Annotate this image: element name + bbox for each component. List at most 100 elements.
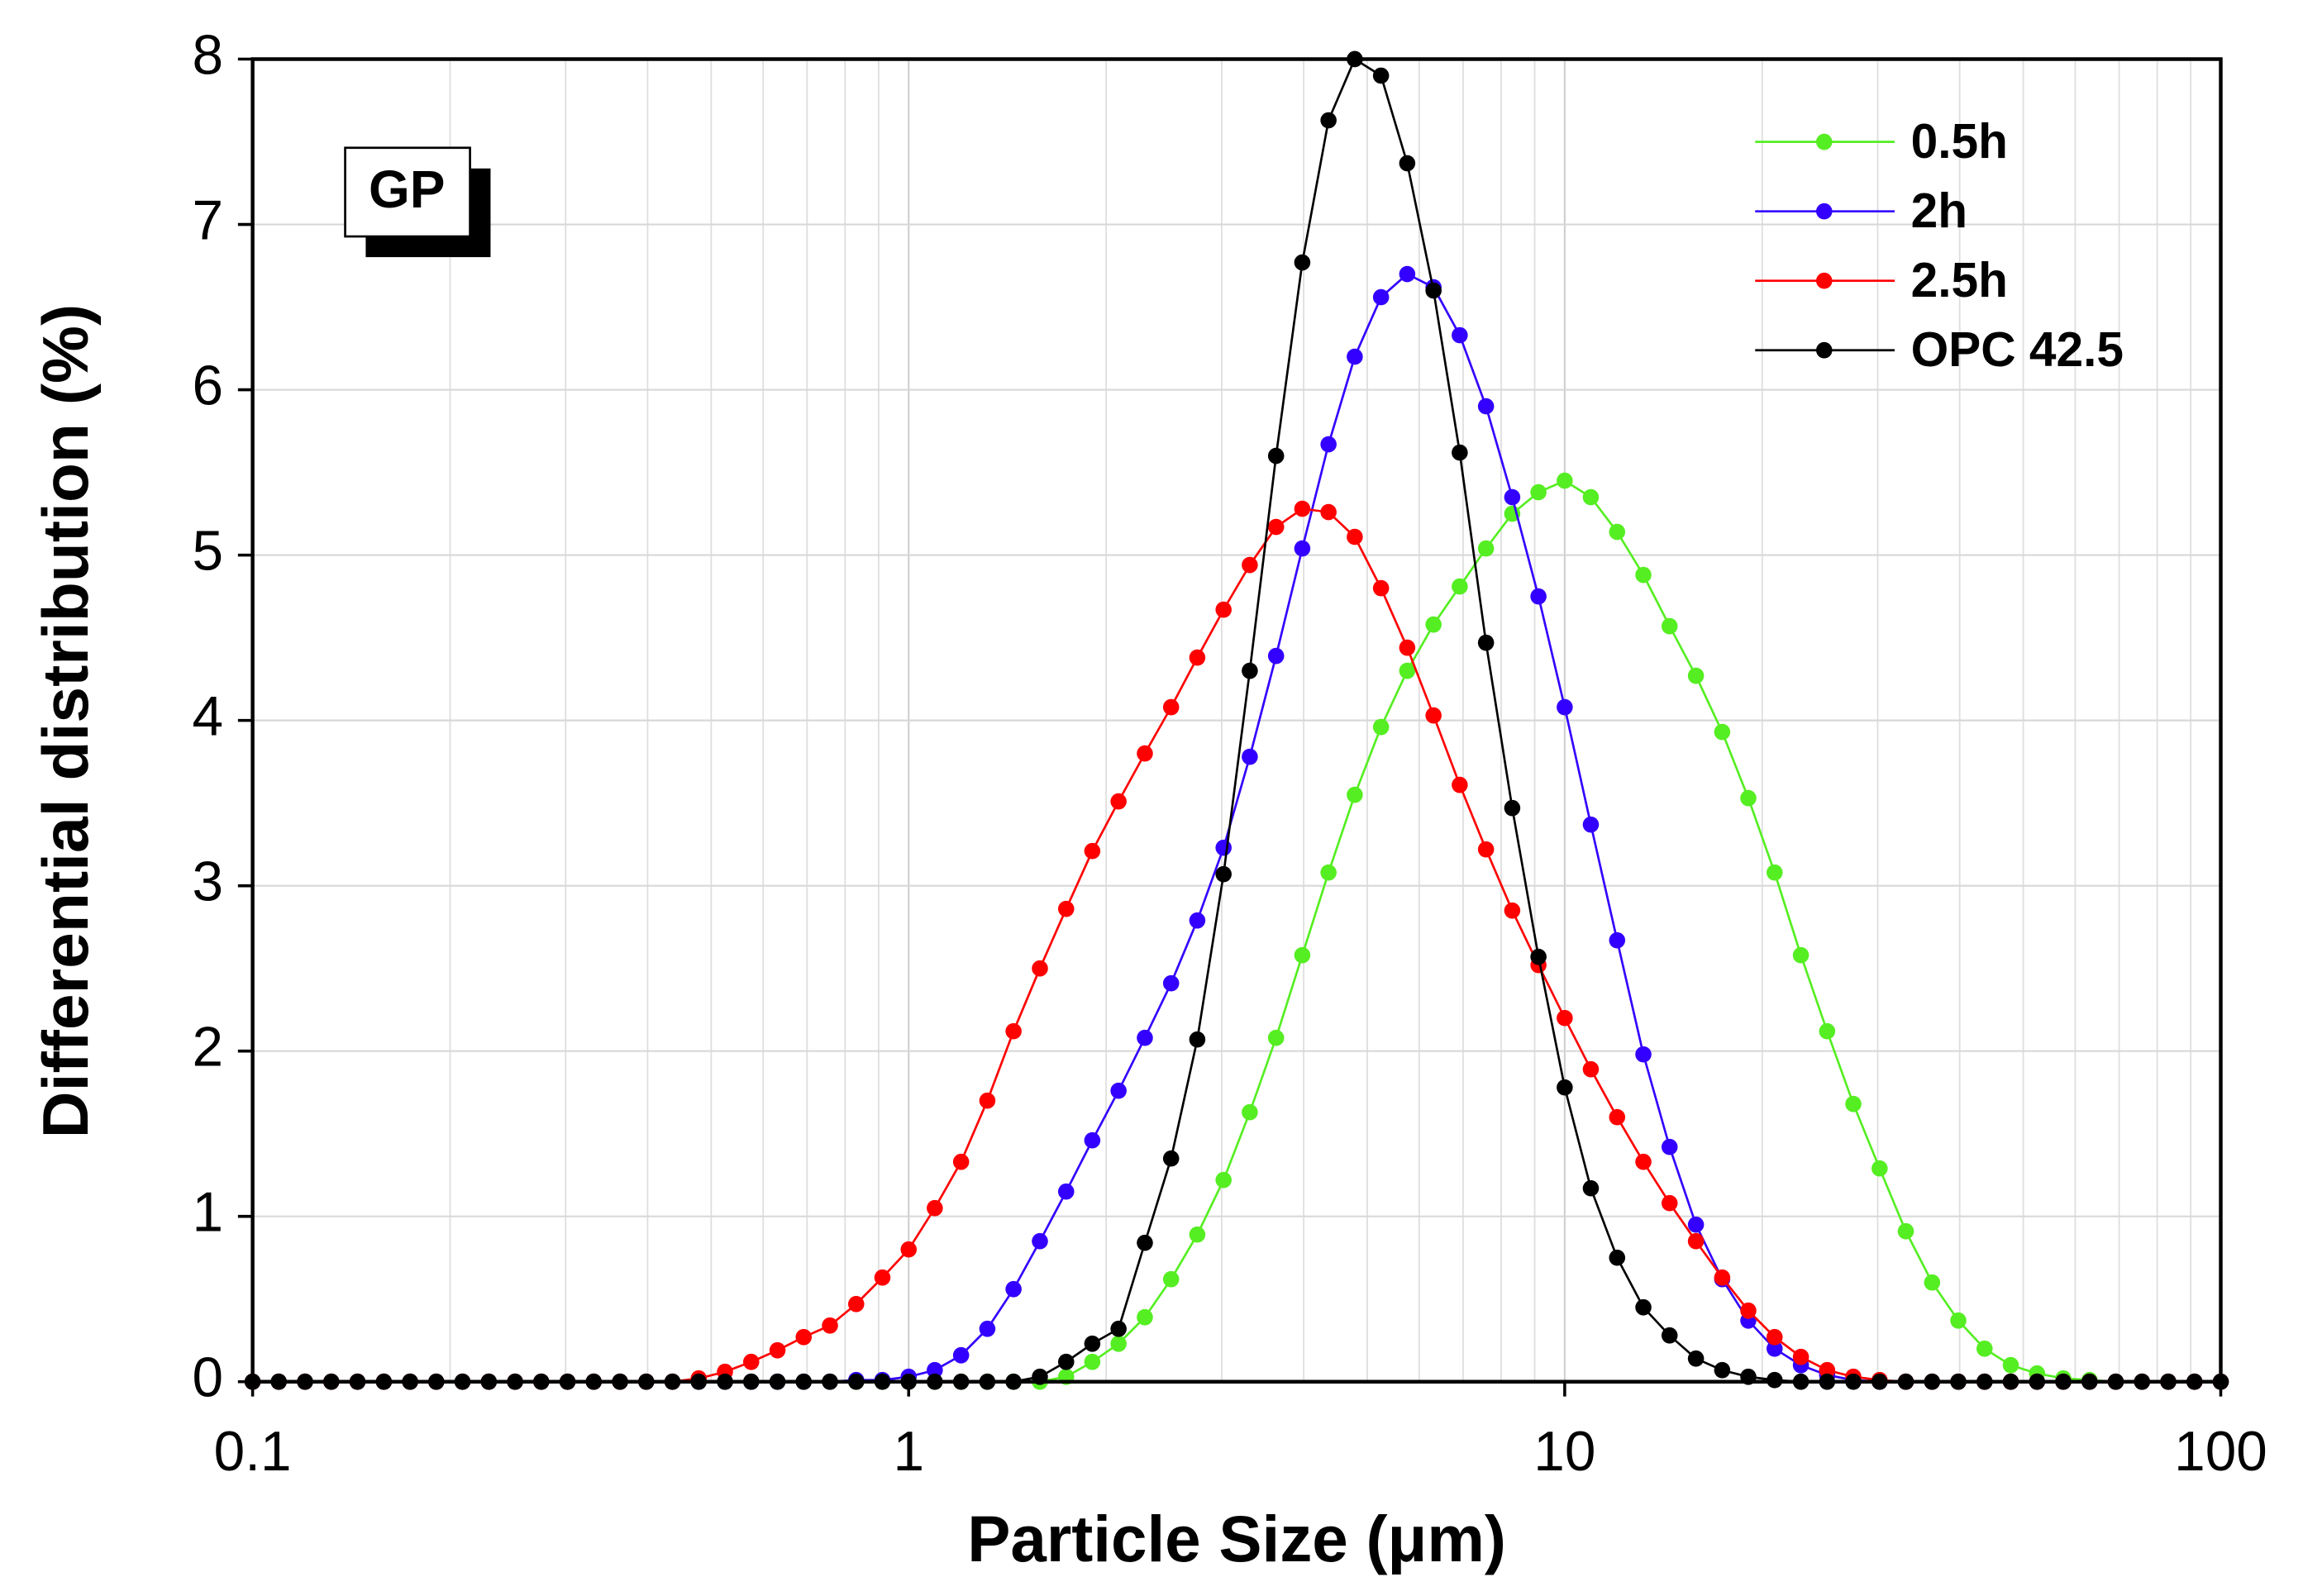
y-tick-label: 8 [193,24,224,86]
legend-marker [1815,341,1833,359]
data-point [1714,723,1731,741]
data-point [1740,789,1757,807]
data-point [1399,662,1416,679]
data-point [1609,523,1626,541]
data-point [1530,948,1547,965]
data-point [1582,488,1600,506]
data-point [1425,282,1442,299]
data-point [1242,1103,1258,1121]
data-point [1767,864,1783,881]
data-point [1687,1350,1705,1367]
legend-label: 2h [1911,184,1967,238]
data-point [1320,864,1337,881]
data-point [1372,579,1390,597]
data-point [1477,540,1495,557]
data-point [1557,698,1573,716]
data-point [1032,1232,1048,1250]
data-point [1687,1232,1705,1250]
data-point [1137,1029,1153,1046]
data-point [1609,1108,1626,1126]
data-point [1557,1079,1573,1096]
data-point [1032,960,1048,977]
data-point [1792,946,1810,964]
data-point [1477,841,1495,858]
data-point [1347,786,1363,803]
data-point [1215,601,1232,618]
data-point [1005,1280,1022,1298]
legend-label: 2.5h [1911,254,2008,307]
data-point [1687,1216,1705,1233]
data-point [1189,1031,1206,1048]
y-tick-label: 2 [193,1016,224,1078]
legend-label: OPC 42.5 [1911,323,2124,377]
data-point [1242,662,1258,679]
data-point [1714,1269,1731,1286]
data-point [1819,1361,1836,1379]
data-point [1057,1353,1075,1370]
data-point [1792,1348,1810,1365]
data-point [1294,946,1311,964]
data-point [1110,1335,1127,1352]
data-point [1635,1046,1652,1063]
data-point [1530,588,1547,605]
data-point [1399,639,1416,656]
x-axis-label: Particle Size (μm) [967,1503,1506,1575]
data-point [1110,1082,1127,1099]
data-point [1452,444,1468,461]
data-point [1399,265,1416,283]
data-point [1504,902,1521,919]
data-point [1609,931,1626,949]
data-point [1320,112,1337,129]
data-point [952,1153,970,1170]
legend-marker [1815,272,1833,289]
data-point [1084,842,1101,860]
data-point [1557,472,1573,489]
data-point [1452,578,1468,595]
data-point [1871,1160,1888,1177]
legend-marker [1815,133,1833,150]
data-point [1924,1274,1941,1291]
data-point [1084,1335,1101,1352]
data-point [1162,1150,1180,1167]
data-point [1347,528,1363,545]
data-point [1635,566,1652,584]
data-point [1267,647,1285,665]
y-tick-label: 3 [193,850,224,912]
data-point [1215,865,1232,883]
x-tick-label: 100 [2174,1421,2267,1483]
data-point [952,1346,970,1364]
data-point [1215,839,1232,856]
data-point [1530,484,1547,501]
data-point [1267,1029,1285,1046]
data-point [1137,1308,1153,1326]
data-point [1137,1234,1153,1251]
data-point [1320,436,1337,453]
y-tick-label: 7 [193,189,224,251]
data-point [1005,1022,1022,1040]
data-point [1504,488,1521,506]
data-point [1845,1095,1862,1112]
data-point [1687,667,1705,684]
data-point [1294,254,1311,271]
data-point [1477,398,1495,415]
data-point [1897,1222,1914,1240]
legend-marker [1815,202,1833,220]
data-point [1372,67,1390,84]
x-tick-label: 0.1 [214,1421,292,1483]
data-point [1582,816,1600,833]
data-point [927,1199,943,1217]
data-point [1950,1312,1967,1329]
legend: 0.5h 2h 2.5h OPC 42.5 [1755,115,2124,377]
data-point [1635,1153,1652,1170]
data-point [900,1241,918,1258]
data-point [1372,288,1390,306]
data-point [1110,793,1127,810]
x-tick-label: 1 [893,1421,924,1483]
data-point [847,1295,865,1313]
data-point [1557,1009,1573,1027]
data-point [1189,912,1206,929]
data-point [1242,556,1258,574]
